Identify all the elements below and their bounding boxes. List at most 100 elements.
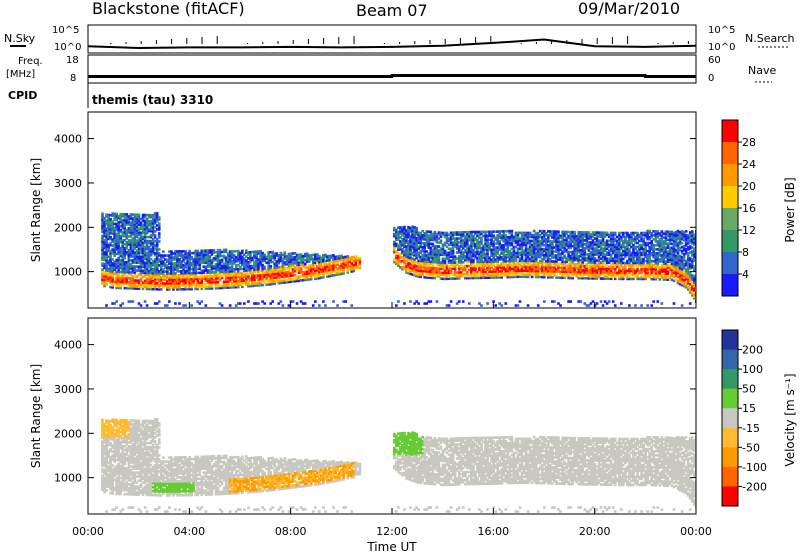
power-cell <box>516 261 520 265</box>
power-cell <box>111 258 114 261</box>
power-cell <box>595 243 599 246</box>
power-cell <box>427 264 431 267</box>
power-cell <box>153 240 157 243</box>
power-cell <box>141 217 145 221</box>
power-cell <box>413 232 416 235</box>
power-cell <box>589 247 593 250</box>
power-cell <box>622 243 625 247</box>
power-cell <box>494 274 497 277</box>
power-cell <box>583 243 587 246</box>
power-cell <box>630 241 633 245</box>
power-cell <box>105 221 108 224</box>
power-cell <box>399 236 402 239</box>
power-cell <box>168 266 171 269</box>
power-cell <box>407 233 410 237</box>
power-cell <box>654 257 658 261</box>
power-cell <box>336 271 339 274</box>
power-cell <box>311 257 315 261</box>
power-cell <box>261 279 264 283</box>
power-cell <box>599 249 603 252</box>
power-cell <box>172 276 175 279</box>
power-cell <box>253 256 256 260</box>
power-cell <box>105 263 108 266</box>
power-cell <box>279 279 283 283</box>
power-cell <box>534 257 538 261</box>
power-cell <box>202 253 206 257</box>
power-cell <box>634 239 637 243</box>
power-cell <box>147 261 151 265</box>
power-cell <box>168 282 171 285</box>
power-cell <box>238 281 242 285</box>
power-cell <box>512 275 516 279</box>
power-cell <box>109 235 112 239</box>
power-cell <box>520 231 524 235</box>
power-cell <box>518 269 522 273</box>
power-cell <box>109 223 112 227</box>
power-cell <box>583 269 587 272</box>
power-cell <box>563 260 566 264</box>
power-cell <box>245 279 248 282</box>
power-cell <box>599 243 603 246</box>
power-cell <box>287 258 291 262</box>
power-cell <box>145 227 149 231</box>
power-cell <box>101 240 104 244</box>
power-cell <box>421 271 425 275</box>
power-cell <box>459 271 463 274</box>
power-cell <box>581 258 585 262</box>
power-cell <box>421 253 425 257</box>
power-cell <box>620 251 623 255</box>
power-cell <box>474 246 477 250</box>
power-cell <box>236 257 240 261</box>
power-cell <box>498 258 502 261</box>
power-cell <box>342 264 345 267</box>
power-cell <box>429 262 433 266</box>
power-cell <box>236 253 240 257</box>
power-cell <box>480 272 483 276</box>
power-cell <box>579 244 583 248</box>
power-cell <box>188 255 191 259</box>
power-cell <box>328 256 331 260</box>
power-cell <box>188 283 191 287</box>
power-cell <box>311 269 315 273</box>
power-cell <box>216 254 220 258</box>
power-cell <box>401 265 404 269</box>
power-cell <box>395 242 398 246</box>
power-cell <box>482 266 485 270</box>
power-cell <box>595 259 599 262</box>
power-cell <box>145 217 149 221</box>
power-cell <box>267 279 270 282</box>
power-cell <box>238 259 242 263</box>
power-cell <box>441 271 445 275</box>
power-cell <box>269 276 273 280</box>
power-cell <box>484 272 487 276</box>
power-cell <box>186 269 189 273</box>
power-cell <box>170 282 173 285</box>
power-cell <box>184 271 187 275</box>
power-cell <box>139 241 143 245</box>
power-cell <box>435 275 439 278</box>
power-cell <box>628 261 631 265</box>
power-cell <box>642 249 645 253</box>
power-cell <box>228 252 232 255</box>
power-cell <box>628 275 631 279</box>
power-cell <box>119 240 123 244</box>
power-cell <box>644 271 647 275</box>
power-cell <box>135 217 139 221</box>
power-cell <box>172 288 175 291</box>
power-cell <box>305 272 309 276</box>
nsky-tick-top: 10^5 <box>52 25 79 36</box>
power-cell <box>166 254 169 257</box>
power-cell <box>644 269 647 273</box>
power-cell <box>151 221 155 225</box>
power-cell <box>251 266 254 270</box>
power-cell <box>569 242 572 246</box>
power-cell <box>241 281 244 285</box>
power-cell <box>484 276 487 280</box>
power-cell <box>463 238 467 242</box>
power-cell <box>117 274 121 278</box>
power-cell <box>352 263 356 267</box>
power-cell <box>204 283 208 286</box>
power-cell <box>419 263 422 267</box>
power-cell <box>200 275 204 279</box>
power-cell <box>174 264 177 267</box>
